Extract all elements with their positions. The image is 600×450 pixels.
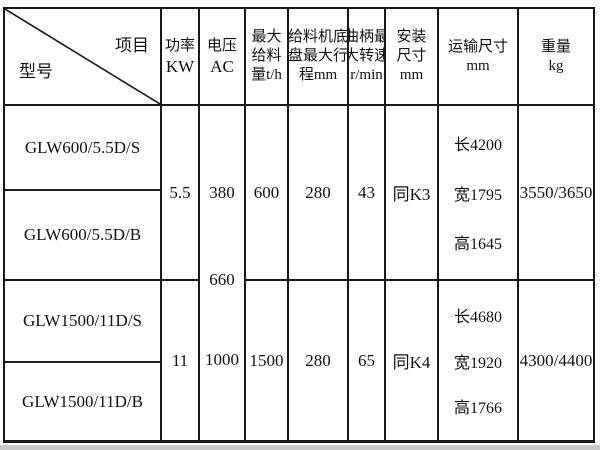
- header-install-size-line2: 尺寸: [396, 48, 427, 64]
- chassis-travel-value: 280: [305, 182, 331, 202]
- header-transport-size-line2: mm: [466, 57, 490, 74]
- max-feed-value: 1500: [249, 350, 284, 370]
- power-value: 5.5: [169, 182, 191, 202]
- model-name: GLW600/5.5D/S: [24, 137, 141, 157]
- transport-length: 长4200: [453, 137, 502, 155]
- header-crank-speed: 曲柄最 大转速 r/min: [349, 9, 386, 106]
- transport-width: 宽1920: [453, 354, 502, 372]
- install-size-group1: 同K3: [386, 106, 439, 281]
- weight-group2: 4300/4400: [519, 281, 593, 440]
- max-feed-group1: 600: [246, 106, 289, 281]
- header-max-feed-line1: 最大: [251, 29, 282, 45]
- header-max-feed: 最大 给料 量t/h: [246, 9, 289, 106]
- image-bottom-edge: [0, 445, 600, 450]
- spec-table: 项目 型号 功率 KW 电压 AC 最大 给料 量t/h 给料机底 盘最大行 程…: [3, 7, 595, 443]
- weight-value: 3550/3650: [519, 182, 593, 202]
- crank-speed-value: 65: [358, 350, 375, 370]
- transport-size-group1: 长4200 宽1795 高1645: [439, 106, 519, 281]
- model-cell-glw600s: GLW600/5.5D/S: [5, 106, 162, 191]
- model-cell-glw600b: GLW600/5.5D/B: [5, 191, 162, 281]
- transport-width: 宽1795: [453, 186, 502, 204]
- model-name: GLW600/5.5D/B: [23, 225, 142, 244]
- corner-item-label: 项目: [115, 36, 149, 55]
- weight-value: 4300/4400: [519, 350, 593, 370]
- transport-height: 高1766: [453, 400, 502, 418]
- header-crank-speed-line1: 曲柄最: [349, 29, 384, 45]
- header-install-size-line1: 安装: [396, 29, 427, 45]
- max-feed-group2: 1500: [246, 281, 289, 440]
- header-voltage-line1: 电压: [206, 37, 237, 54]
- header-chassis-travel-line1: 给料机底: [289, 29, 349, 45]
- weight-group1: 3550/3650: [519, 106, 593, 281]
- power-value-group2: 11: [162, 281, 200, 440]
- install-size-value: 同K4: [392, 353, 431, 372]
- header-power-line1: 功率: [164, 37, 195, 54]
- header-install-size: 安装 尺寸 mm: [386, 9, 439, 106]
- header-max-feed-line2: 给料: [251, 48, 282, 64]
- voltage-value-660: 660: [209, 269, 235, 289]
- model-cell-glw1500s: GLW1500/11D/S: [5, 281, 162, 363]
- corner-model-label: 型号: [19, 62, 53, 81]
- model-name: GLW1500/11D/S: [23, 311, 142, 330]
- header-transport-size-line1: 运输尺寸: [447, 38, 508, 55]
- voltage-value-380: 380: [209, 182, 235, 202]
- header-transport-size: 运输尺寸 mm: [439, 9, 519, 106]
- header-max-feed-line3: 量t/h: [251, 67, 282, 83]
- chassis-travel-value: 280: [305, 350, 331, 370]
- chassis-travel-group1: 280: [289, 106, 349, 281]
- transport-size-group2: 长4680 宽1920 高1766: [439, 281, 519, 440]
- header-weight: 重量 kg: [519, 9, 593, 106]
- crank-speed-value: 43: [358, 182, 375, 202]
- model-cell-glw1500b: GLW1500/11D/B: [5, 363, 162, 440]
- header-power-line2: KW: [165, 56, 195, 76]
- power-value-group1: 5.5: [162, 106, 200, 281]
- transport-length: 长4680: [453, 308, 502, 326]
- corner-header-cell: 项目 型号: [5, 9, 162, 106]
- diagonal-line: [5, 9, 160, 104]
- header-weight-line2: kg: [548, 57, 564, 74]
- max-feed-value: 600: [253, 182, 280, 202]
- header-chassis-travel-line2: 盘最大行: [289, 48, 349, 64]
- voltage-merged-cell: 380 660 1000: [200, 106, 246, 440]
- install-size-group2: 同K4: [386, 281, 439, 440]
- header-voltage: 电压 AC: [200, 9, 246, 106]
- install-size-value: 同K3: [392, 185, 431, 204]
- header-install-size-line3: mm: [399, 67, 424, 83]
- power-value: 11: [171, 350, 189, 370]
- header-chassis-travel: 给料机底 盘最大行 程mm: [289, 9, 349, 106]
- chassis-travel-group2: 280: [289, 281, 349, 440]
- header-chassis-travel-line3: 程mm: [298, 67, 338, 83]
- model-name: GLW1500/11D/B: [22, 391, 143, 411]
- voltage-value-1000: 1000: [205, 349, 239, 369]
- header-crank-speed-line2: 大转速: [349, 48, 384, 64]
- crank-speed-group2: 65: [349, 281, 386, 440]
- transport-height: 高1645: [453, 235, 502, 253]
- header-weight-line1: 重量: [540, 38, 571, 55]
- crank-speed-group1: 43: [349, 106, 386, 281]
- header-power: 功率 KW: [162, 9, 200, 106]
- header-voltage-line2: AC: [210, 56, 234, 76]
- header-crank-speed-line3: r/min: [350, 67, 383, 83]
